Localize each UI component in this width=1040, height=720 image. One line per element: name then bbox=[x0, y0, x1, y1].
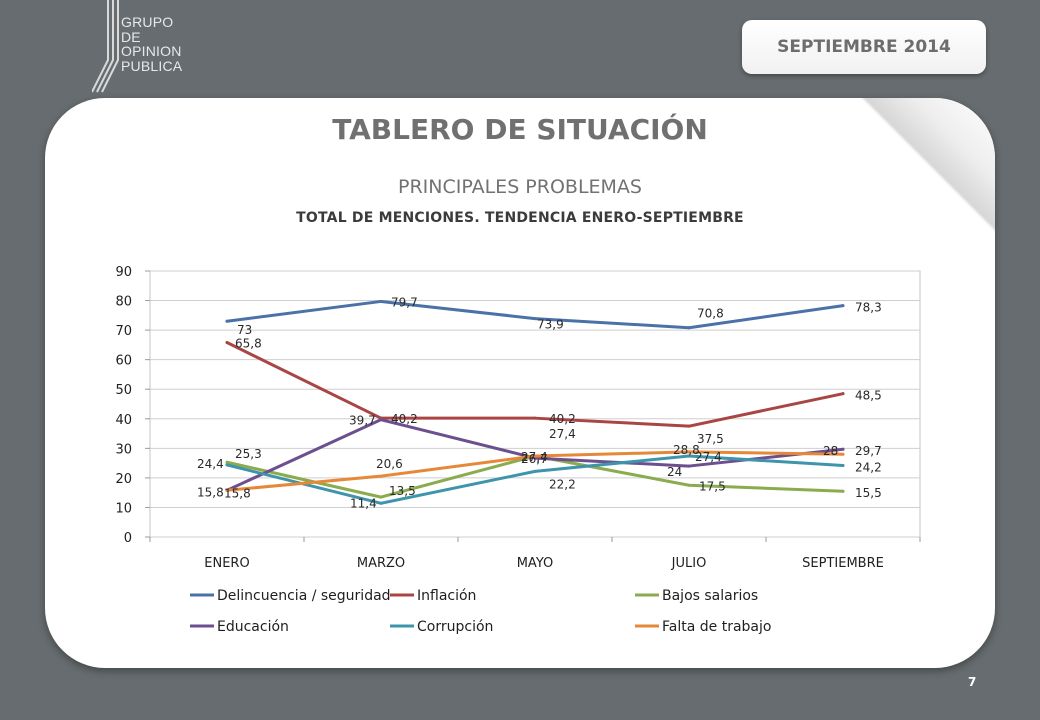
data-label: 27,4 bbox=[549, 427, 576, 441]
data-point bbox=[841, 447, 845, 451]
data-point bbox=[687, 450, 691, 454]
logo-lines-icon bbox=[92, 0, 119, 93]
data-point bbox=[687, 483, 691, 487]
data-label: 15,5 bbox=[855, 486, 882, 500]
y-tick-label: 60 bbox=[115, 354, 132, 369]
page-subtitle: PRINCIPALES PROBLEMAS bbox=[398, 176, 642, 198]
legend-label: Educación bbox=[217, 619, 289, 635]
data-point bbox=[533, 416, 537, 420]
data-label: 27,4 bbox=[521, 450, 548, 464]
data-label: 13,5 bbox=[389, 484, 416, 498]
data-label: 28 bbox=[823, 444, 838, 458]
data-label: 17,5 bbox=[699, 479, 726, 493]
legend-label: Delincuencia / seguridad bbox=[217, 588, 391, 604]
data-point bbox=[687, 326, 691, 330]
legend-label: Bajos salarios bbox=[662, 588, 758, 604]
page-title: TABLERO DE SITUACIÓN bbox=[332, 113, 708, 146]
series-line-1 bbox=[225, 341, 845, 428]
data-point bbox=[687, 464, 691, 468]
y-tick-label: 80 bbox=[115, 295, 132, 310]
page-number: 7 bbox=[968, 675, 977, 689]
data-label: 40,2 bbox=[549, 412, 576, 426]
data-label: 79,7 bbox=[391, 295, 418, 309]
data-point bbox=[533, 317, 537, 321]
data-point bbox=[687, 424, 691, 428]
data-label: 25,3 bbox=[235, 447, 262, 461]
data-label: 28,8 bbox=[673, 443, 700, 457]
data-label: 65,8 bbox=[235, 337, 262, 351]
y-tick-label: 40 bbox=[115, 413, 132, 428]
data-label: 11,4 bbox=[350, 496, 377, 510]
data-label: 24 bbox=[667, 465, 682, 479]
data-label: 20,6 bbox=[376, 457, 403, 471]
data-label: 70,8 bbox=[697, 307, 724, 321]
data-label: 73 bbox=[237, 323, 252, 337]
x-tick-label: ENERO bbox=[204, 556, 249, 571]
data-label: 40,2 bbox=[391, 412, 418, 426]
data-point bbox=[841, 489, 845, 493]
chart-title: TOTAL DE MENCIONES. TENDENCIA ENERO-SEPT… bbox=[296, 210, 744, 226]
data-point bbox=[841, 392, 845, 396]
data-label: 29,7 bbox=[855, 444, 882, 458]
data-point bbox=[225, 460, 229, 464]
data-point bbox=[841, 463, 845, 467]
y-tick-label: 20 bbox=[115, 472, 132, 487]
data-label: 48,5 bbox=[855, 389, 882, 403]
x-tick-label: JULIO bbox=[671, 556, 707, 571]
data-label: 78,3 bbox=[855, 301, 882, 315]
data-point bbox=[225, 463, 229, 467]
data-label: 15,8 bbox=[224, 486, 251, 500]
data-point bbox=[379, 495, 383, 499]
data-point bbox=[533, 469, 537, 473]
data-label: 39,7 bbox=[349, 414, 376, 428]
data-point bbox=[687, 454, 691, 458]
x-tick-label: MAYO bbox=[517, 556, 554, 571]
data-label: 24,2 bbox=[855, 460, 882, 474]
data-label: 27,4 bbox=[695, 450, 722, 464]
y-tick-label: 70 bbox=[115, 324, 132, 339]
y-tick-label: 30 bbox=[115, 442, 132, 457]
data-point bbox=[225, 341, 229, 345]
y-tick-label: 0 bbox=[124, 531, 132, 546]
data-point bbox=[379, 474, 383, 478]
series-line-0 bbox=[225, 299, 845, 330]
x-tick-label: SEPTIEMBRE bbox=[802, 556, 884, 571]
logo-text: GRUPO DE OPINION PUBLICA bbox=[121, 14, 183, 74]
y-tick-label: 10 bbox=[115, 501, 132, 516]
data-label: 24,4 bbox=[197, 457, 224, 471]
data-label: 26,7 bbox=[521, 452, 548, 466]
data-label: 15,8 bbox=[197, 485, 224, 499]
date-badge: SEPTIEMBRE 2014 bbox=[742, 20, 986, 74]
x-tick-label: MARZO bbox=[357, 556, 405, 571]
legend-label: Falta de trabajo bbox=[662, 619, 771, 635]
y-tick-label: 90 bbox=[115, 265, 132, 280]
data-label: 73,9 bbox=[537, 318, 564, 332]
data-point bbox=[225, 488, 229, 492]
data-point bbox=[225, 319, 229, 323]
data-point bbox=[379, 418, 383, 422]
data-label: 37,5 bbox=[697, 432, 724, 446]
data-point bbox=[379, 501, 383, 505]
y-tick-label: 50 bbox=[115, 383, 132, 398]
data-label: 22,2 bbox=[549, 477, 576, 491]
data-point bbox=[841, 304, 845, 308]
data-point bbox=[533, 454, 537, 458]
data-point bbox=[841, 452, 845, 456]
content-card bbox=[45, 98, 995, 668]
data-point bbox=[379, 299, 383, 303]
legend-label: Corrupción bbox=[417, 619, 493, 635]
legend-label: Inflación bbox=[417, 588, 476, 604]
